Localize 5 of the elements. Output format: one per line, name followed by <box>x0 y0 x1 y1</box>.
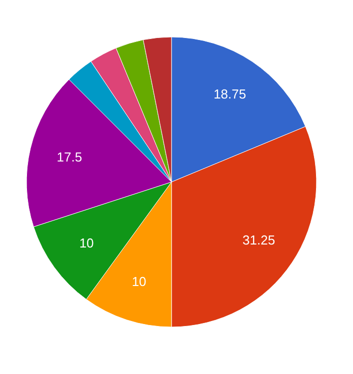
data-label: 10 <box>132 274 146 289</box>
data-label: 17.5 <box>56 149 82 164</box>
data-label: 18.75 <box>214 86 246 102</box>
data-label: 31.25 <box>242 232 276 248</box>
data-label: 10 <box>79 236 94 251</box>
